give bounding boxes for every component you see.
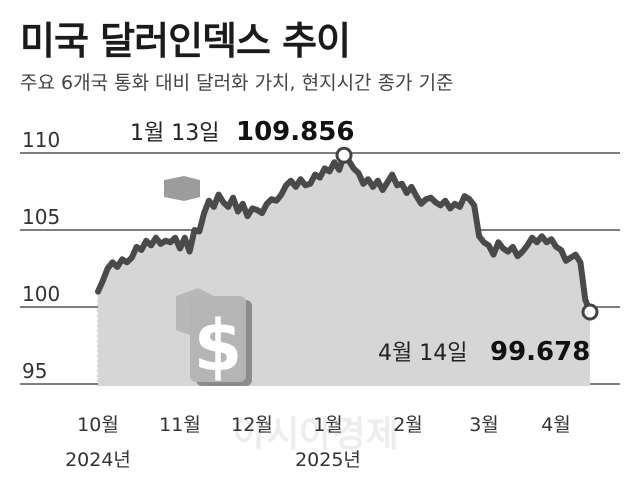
x-axis-ticks: 10월 2024년 11월 12월 1월 2025년 2월 3월 4월 — [65, 414, 571, 471]
x-tick-label: 12월 — [231, 414, 273, 436]
y-tick-label: 100 — [22, 282, 60, 306]
peak-marker — [335, 146, 353, 164]
y-axis-ticks: 95 100 105 110 — [22, 128, 60, 383]
svg-text:$: $ — [194, 305, 243, 387]
last-date-label: 4월 14일 — [378, 341, 467, 366]
x-tick-label: 11월 — [159, 414, 201, 436]
x-tick-label: 2월 — [393, 414, 423, 436]
last-marker — [581, 303, 599, 321]
y-tick-label: 105 — [22, 205, 60, 229]
x-tick-label: 10월 — [77, 414, 119, 436]
x-tick-label: 1월 — [313, 414, 343, 436]
x-tick-label: 4월 — [541, 414, 571, 436]
dollar-sign-icon: $ — [164, 176, 252, 387]
x-tick-year: 2025년 — [295, 449, 361, 471]
watermark: 아시아경제 — [233, 414, 399, 455]
y-tick-label: 110 — [22, 128, 60, 152]
peak-date-label: 1월 13일 — [130, 121, 219, 146]
chart-subtitle: 주요 6개국 통화 대비 달러화 가치, 현지시간 종가 기준 — [20, 72, 454, 94]
annotation-markers — [335, 146, 599, 321]
chart-title: 미국 달러인덱스 추이 — [20, 19, 351, 63]
x-tick-label: 3월 — [469, 414, 499, 436]
x-tick-year: 2024년 — [65, 449, 131, 471]
last-value-label: 99.678 — [490, 337, 590, 367]
peak-value-label: 109.856 — [236, 117, 354, 147]
y-tick-label: 95 — [22, 359, 47, 383]
